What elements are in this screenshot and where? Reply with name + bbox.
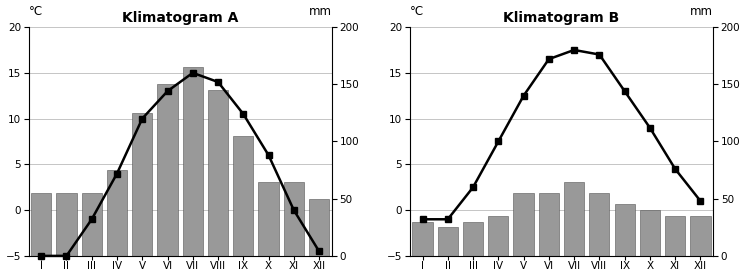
Text: °C: °C	[410, 5, 424, 18]
Bar	[539, 193, 559, 256]
Bar	[690, 216, 710, 256]
Bar	[81, 193, 102, 256]
Bar	[665, 216, 686, 256]
Title: Klimatogram B: Klimatogram B	[504, 11, 620, 25]
Bar	[615, 204, 635, 256]
Bar	[107, 170, 127, 256]
Bar	[413, 222, 433, 256]
Bar	[132, 113, 152, 256]
Bar	[309, 199, 329, 256]
Bar	[208, 90, 228, 256]
Bar	[438, 227, 458, 256]
Bar	[258, 181, 279, 256]
Bar	[513, 193, 533, 256]
Bar	[57, 193, 77, 256]
Text: °C: °C	[28, 5, 43, 18]
Bar	[564, 181, 584, 256]
Bar	[183, 67, 203, 256]
Bar	[31, 193, 51, 256]
Bar	[589, 193, 609, 256]
Bar	[157, 84, 178, 256]
Bar	[233, 136, 254, 256]
Bar	[488, 216, 509, 256]
Title: Klimatogram A: Klimatogram A	[122, 11, 238, 25]
Text: mm: mm	[309, 5, 332, 18]
Bar	[283, 181, 304, 256]
Text: mm: mm	[690, 5, 713, 18]
Bar	[463, 222, 483, 256]
Bar	[640, 210, 660, 256]
